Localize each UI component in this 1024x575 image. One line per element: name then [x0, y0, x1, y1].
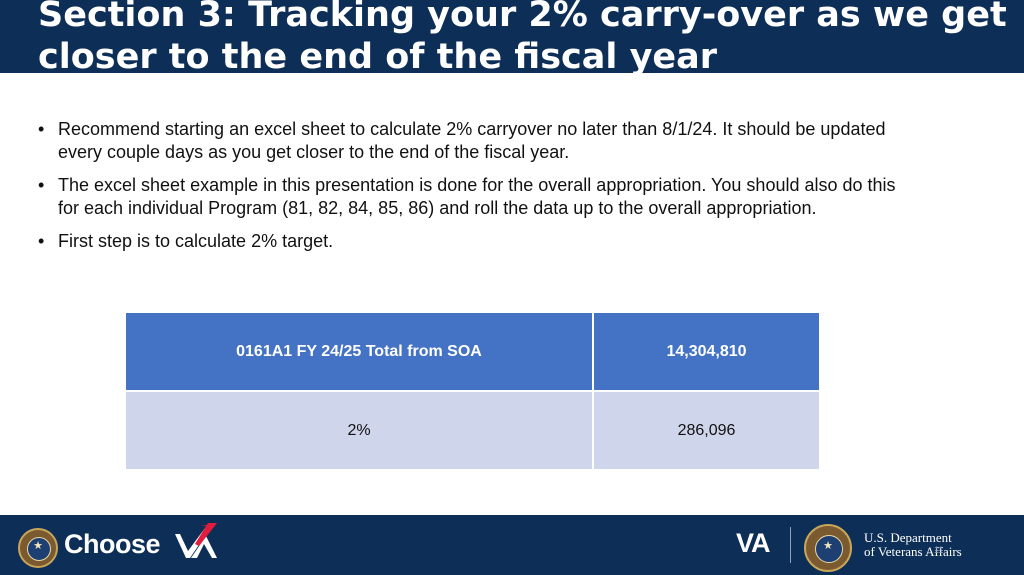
department-name: U.S. Department of Veterans Affairs: [864, 530, 962, 559]
table-row: 2% 286,096: [124, 390, 821, 471]
bullet-item: First step is to calculate 2% target.: [38, 230, 918, 253]
bullet-item: Recommend starting an excel sheet to cal…: [38, 118, 918, 164]
title-bar: Section 3: Tracking your 2% carry-over a…: [0, 0, 1024, 73]
va-logo: VA: [736, 528, 771, 558]
choose-text: Choose: [64, 529, 161, 559]
table-cell: 286,096: [592, 390, 821, 471]
table-header-cell: 0161A1 FY 24/25 Total from SOA: [124, 311, 594, 392]
choose-va-checkmark-icon: [175, 523, 217, 558]
page-number: 11: [934, 545, 944, 555]
table-cell: 2%: [124, 390, 594, 471]
footer-bar: [0, 515, 1024, 575]
table-header-row: 0161A1 FY 24/25 Total from SOA 14,304,81…: [124, 311, 821, 392]
soa-table: 0161A1 FY 24/25 Total from SOA 14,304,81…: [124, 311, 821, 471]
va-seal-icon: ★: [18, 528, 58, 568]
department-seal-icon: ★: [804, 524, 852, 572]
footer-divider: [790, 527, 791, 563]
bullet-item: The excel sheet example in this presenta…: [38, 174, 918, 220]
slide-title: Section 3: Tracking your 2% carry-over a…: [38, 0, 1007, 73]
table-header-cell: 14,304,810: [592, 311, 821, 392]
bullet-list: Recommend starting an excel sheet to cal…: [38, 118, 918, 263]
